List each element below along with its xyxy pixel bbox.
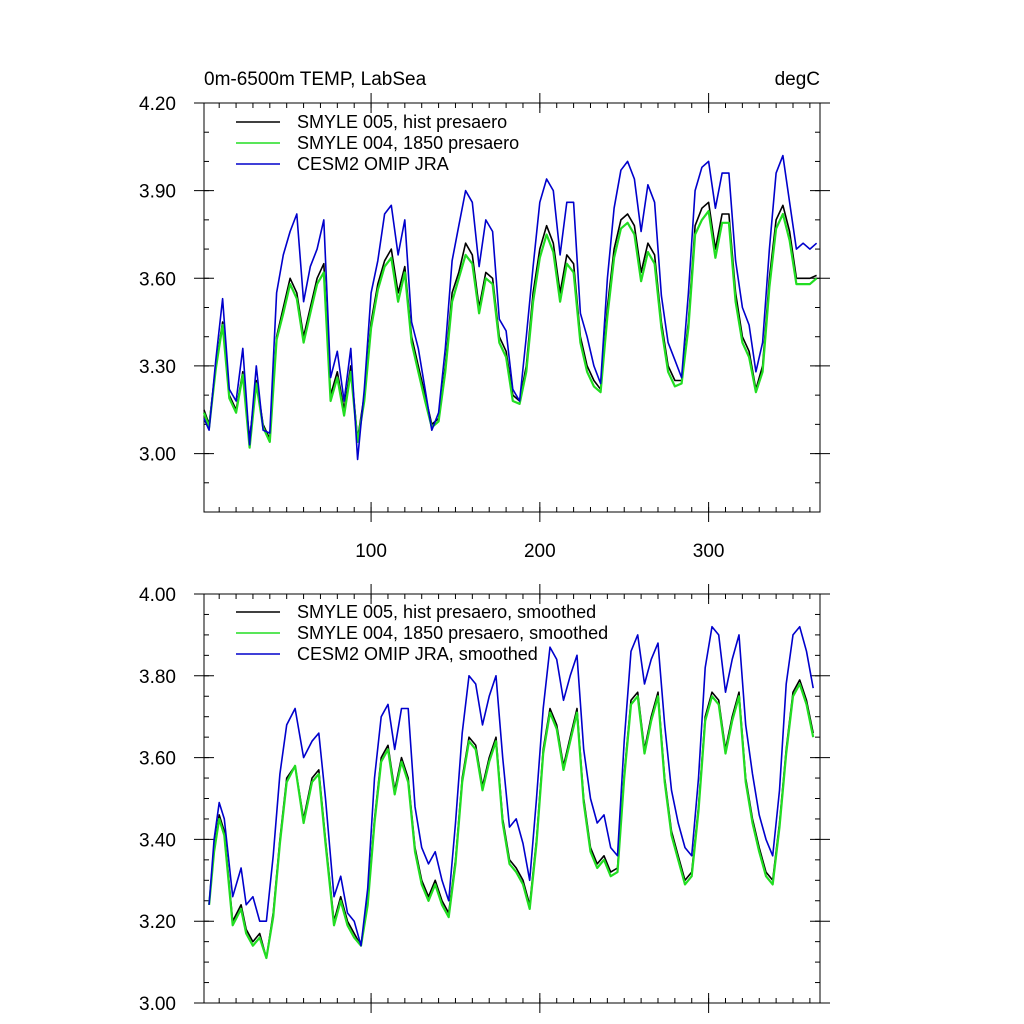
legend-label: CESM2 OMIP JRA [297, 154, 449, 174]
top-legend: SMYLE 005, hist presaero SMYLE 004, 1850… [236, 112, 519, 174]
y-tick-label: 3.00 [139, 994, 176, 1015]
series-line-1850-presaero [208, 682, 815, 960]
legend-label: SMYLE 005, hist presaero [297, 112, 507, 132]
y-tick-label: 3.30 [139, 357, 176, 378]
x-tick-label: 100 [355, 541, 387, 562]
legend-label: SMYLE 004, 1850 presaero [297, 133, 519, 153]
series-line-1850-presaero [202, 210, 818, 449]
y-tick-label: 3.00 [139, 445, 176, 466]
y-tick-label: 3.60 [139, 749, 176, 770]
chart-units-label: degC [775, 69, 820, 90]
legend-label: SMYLE 005, hist presaero, smoothed [297, 602, 596, 622]
bottom-legend: SMYLE 005, hist presaero, smoothed SMYLE… [236, 602, 608, 664]
y-tick-label: 3.80 [139, 667, 176, 688]
series-line-omip-jra [208, 625, 814, 947]
series-line-omip-jra [203, 154, 818, 461]
legend-label: CESM2 OMIP JRA, smoothed [297, 644, 538, 664]
series-line-hist-presaero [208, 679, 814, 959]
series-line-hist-presaero [203, 201, 817, 440]
top-panel: 3.00 3.30 3.60 3.90 4.20 100 200 300 [139, 93, 830, 562]
y-tick-label: 3.20 [139, 912, 176, 933]
chart-title: 0m-6500m TEMP, LabSea [204, 69, 427, 90]
y-tick-label: 4.20 [139, 94, 176, 115]
bottom-panel: 3.00 3.20 3.40 3.60 3.80 4.00 [139, 584, 830, 1015]
y-tick-label: 3.40 [139, 830, 176, 851]
y-tick-label: 3.90 [139, 182, 176, 203]
x-tick-label: 200 [524, 541, 556, 562]
legend-label: SMYLE 004, 1850 presaero, smoothed [297, 623, 608, 643]
x-tick-label: 300 [693, 541, 725, 562]
y-tick-label: 4.00 [139, 585, 176, 606]
y-tick-label: 3.60 [139, 269, 176, 290]
